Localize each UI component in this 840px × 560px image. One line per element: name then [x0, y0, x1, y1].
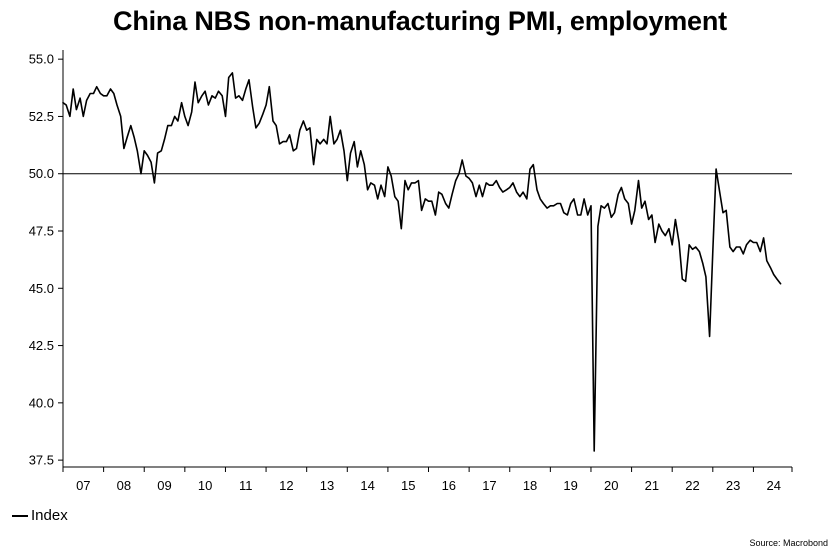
x-tick-label: 19: [563, 478, 577, 493]
x-tick-label: 18: [523, 478, 537, 493]
source-note: Source: Macrobond: [749, 538, 828, 548]
x-tick-label: 14: [360, 478, 374, 493]
y-tick-label: 42.5: [29, 338, 54, 353]
x-tick-label: 09: [157, 478, 171, 493]
x-tick-label: 21: [645, 478, 659, 493]
legend-label: Index: [31, 507, 68, 524]
x-tick-label: 10: [198, 478, 212, 493]
series-group: [62, 72, 782, 452]
x-tick-label: 07: [76, 478, 90, 493]
x-tick-label: 13: [320, 478, 334, 493]
y-tick-label: 37.5: [29, 453, 54, 468]
legend-swatch: [12, 514, 28, 517]
x-tick-label: 11: [239, 478, 253, 493]
x-tick-label: 17: [482, 478, 496, 493]
x-axis-ticks: 07 08 09 10 11 12 13 14 15 16 17 18 19 20 21 22 23 24: [62, 467, 793, 493]
y-axis-ticks: 37.5 40.0 42.5 45.0 47.5 50.0 52.5 55.0: [29, 52, 63, 468]
x-tick-label: 23: [726, 478, 740, 493]
legend: Index: [12, 507, 68, 524]
series-line-index: [62, 72, 782, 452]
y-tick-label: 55.0: [29, 52, 54, 67]
y-tick-label: 50.0: [29, 166, 54, 181]
y-tick-label: 40.0: [29, 395, 54, 410]
x-tick-label: 16: [442, 478, 456, 493]
x-tick-label: 12: [279, 478, 293, 493]
y-tick-label: 52.5: [29, 109, 54, 124]
y-tick-label: 45.0: [29, 281, 54, 296]
axes: [62, 50, 792, 468]
x-tick-label: 08: [117, 478, 131, 493]
y-tick-label: 47.5: [29, 224, 54, 239]
chart-title: China NBS non-manufacturing PMI, employm…: [113, 6, 727, 36]
x-tick-label: 22: [685, 478, 699, 493]
x-tick-label: 20: [604, 478, 618, 493]
x-tick-label: 15: [401, 478, 415, 493]
x-tick-label: 24: [766, 478, 780, 493]
